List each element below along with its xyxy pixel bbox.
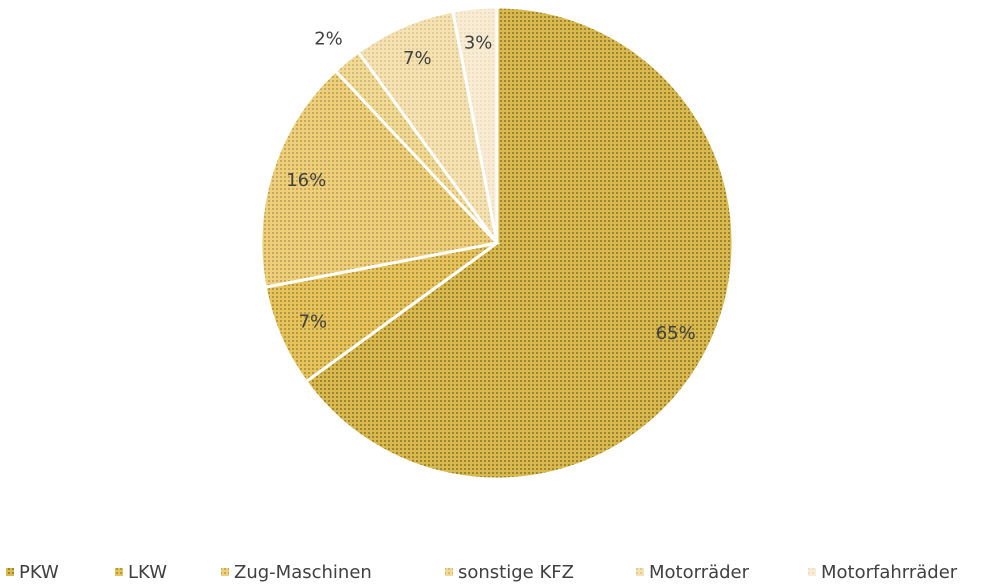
legend-marker bbox=[445, 568, 453, 576]
legend-label: Motorräder bbox=[649, 562, 750, 583]
legend-marker bbox=[221, 568, 229, 576]
pie-slice bbox=[303, 5, 735, 481]
pie-slice bbox=[259, 68, 500, 289]
legend-marker bbox=[636, 568, 644, 576]
legend-marker bbox=[115, 568, 123, 576]
legend-label: sonstige KFZ bbox=[458, 562, 574, 583]
data-label: 7% bbox=[403, 48, 432, 69]
data-label: 65% bbox=[656, 323, 696, 344]
legend-label: LKW bbox=[128, 562, 167, 583]
pie-slice bbox=[451, 5, 499, 244]
legend-marker bbox=[6, 568, 14, 576]
legend-label: PKW bbox=[19, 562, 59, 583]
legend-label: Zug-Maschinen bbox=[234, 562, 372, 583]
legend-marker bbox=[808, 568, 816, 576]
data-label: 7% bbox=[299, 312, 328, 333]
data-label: 16% bbox=[286, 170, 326, 191]
legend-label: Motorfahrräder bbox=[821, 562, 958, 583]
data-label: 2% bbox=[314, 28, 343, 49]
data-label: 3% bbox=[464, 32, 493, 53]
